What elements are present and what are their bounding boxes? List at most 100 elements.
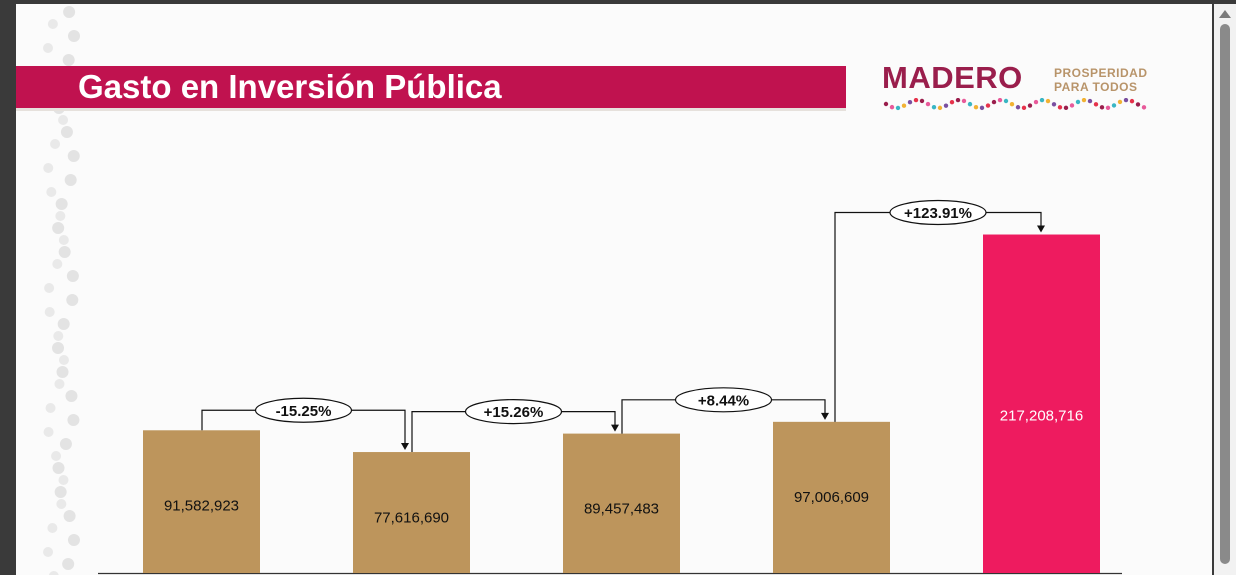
bar-value-label: 97,006,609 — [794, 489, 869, 506]
logo-pattern-dot — [949, 99, 955, 105]
logo-pattern-dot — [961, 98, 967, 104]
logo-pattern-dot — [883, 101, 889, 107]
logo-pattern-dot — [1135, 102, 1141, 107]
border-bead — [43, 43, 54, 53]
logo-pattern-dot — [895, 105, 901, 111]
border-bead — [44, 307, 55, 317]
border-bead — [67, 30, 80, 42]
border-bead — [66, 294, 79, 306]
border-bead — [44, 283, 55, 293]
border-bead — [58, 246, 71, 258]
border-bead — [56, 499, 67, 509]
border-bead — [58, 115, 69, 125]
scroll-up-icon[interactable] — [1219, 10, 1231, 18]
madero-logo: MADERO PROSPERIDAD PARA TODOS — [882, 60, 1162, 120]
border-bead — [58, 475, 69, 485]
logo-pattern-dot — [1057, 105, 1063, 110]
border-bead — [57, 318, 70, 330]
logo-pattern-dot — [1015, 105, 1021, 110]
border-bead — [62, 54, 75, 66]
logo-pattern-dot — [1003, 98, 1009, 104]
border-bead — [53, 331, 64, 341]
border-bead — [65, 390, 78, 402]
border-bead — [50, 139, 61, 149]
logo-pattern-dot — [1117, 99, 1123, 105]
border-bead — [62, 558, 75, 570]
border-bead — [58, 235, 69, 245]
border-bead — [43, 163, 54, 173]
border-bead — [47, 19, 58, 29]
change-percent-label: +123.91% — [904, 205, 972, 222]
logo-tagline-line2: PARA TODOS — [1054, 80, 1138, 94]
chart-bar — [983, 234, 1100, 573]
change-percent-label: -15.25% — [276, 403, 332, 420]
bar-value-label: 217,208,716 — [1000, 408, 1083, 425]
logo-pattern-dot — [1069, 103, 1075, 108]
change-percent-label: +15.26% — [484, 404, 544, 421]
border-bead — [43, 547, 54, 557]
logo-pattern-dot — [1045, 98, 1051, 104]
logo-pattern-dot — [1009, 102, 1015, 107]
border-bead — [59, 438, 72, 450]
border-bead — [45, 403, 56, 413]
logo-pattern-dot — [997, 98, 1003, 103]
border-bead — [63, 6, 76, 18]
logo-pattern-dot — [1099, 105, 1105, 110]
logo-pattern-dot — [1075, 99, 1081, 105]
change-badge — [674, 387, 773, 413]
chart-bar — [563, 433, 680, 573]
border-bead — [67, 150, 80, 162]
border-bead — [52, 462, 65, 474]
logo-pattern-dot — [1141, 105, 1147, 110]
logo-pattern-dot — [925, 101, 931, 107]
logo-pattern-dot — [991, 99, 997, 105]
presentation-slide: Gasto en Inversión Pública MADERO PROSPE… — [16, 4, 1212, 575]
scrollbar-thumb[interactable] — [1220, 24, 1230, 564]
logo-pattern-dot — [1063, 105, 1069, 111]
logo-pattern-dot — [955, 98, 961, 103]
border-bead — [54, 486, 67, 498]
logo-pattern-dot — [1039, 98, 1045, 103]
border-bead — [63, 510, 76, 522]
border-bead — [55, 211, 66, 221]
border-bead — [60, 126, 73, 138]
vertical-scrollbar[interactable] — [1214, 4, 1236, 575]
chart-bar — [353, 452, 470, 573]
border-bead — [48, 571, 59, 575]
chart-bar — [773, 421, 890, 573]
border-bead — [66, 270, 79, 282]
border-bead — [52, 342, 65, 354]
bar-value-label: 89,457,483 — [584, 500, 659, 517]
arrow-head-icon — [401, 443, 409, 451]
logo-pattern-dot — [889, 104, 895, 110]
change-badge — [889, 199, 987, 226]
logo-pattern-dot — [967, 101, 973, 107]
change-badge — [464, 398, 563, 425]
chart-bar — [143, 430, 260, 573]
page-title: Gasto en Inversión Pública — [78, 68, 502, 105]
arrow-head-icon — [1037, 225, 1045, 233]
logo-pattern-dot — [1087, 98, 1093, 104]
logo-pattern-dot — [931, 104, 937, 110]
border-bead — [55, 198, 68, 210]
border-bead — [43, 427, 54, 437]
bar-value-label: 91,582,923 — [164, 497, 239, 514]
logo-pattern-dot — [1111, 103, 1117, 108]
logo-pattern-dot — [937, 105, 943, 111]
bar-value-label: 77,616,690 — [374, 510, 449, 527]
logo-tagline-line1: PROSPERIDAD — [1054, 66, 1148, 80]
logo-pattern-dot — [919, 98, 925, 104]
change-percent-label: +8.44% — [698, 392, 749, 409]
logo-pattern-dot — [1027, 103, 1033, 108]
border-bead — [46, 187, 57, 197]
logo-pattern-dot — [1033, 99, 1039, 105]
logo-wordmark: MADERO — [882, 60, 1023, 95]
border-bead — [47, 523, 58, 533]
border-bead — [52, 259, 63, 269]
logo-pattern-dot — [979, 105, 985, 111]
border-bead — [67, 534, 80, 546]
logo-pattern-icon — [883, 98, 1147, 111]
border-bead — [54, 379, 65, 389]
border-bead — [67, 414, 80, 426]
bar-chart: 91,582,923 77,616,690 89,457,483 97,006,609… — [98, 199, 1122, 575]
